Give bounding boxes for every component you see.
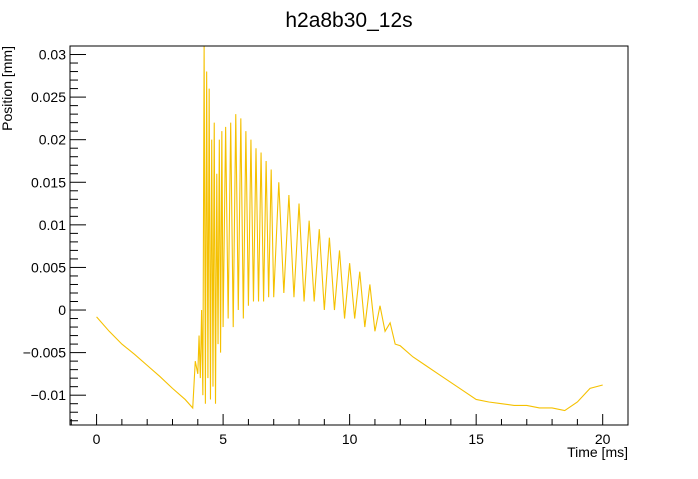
axes: 0 5 10 15 20 −0.01 −0.005 0 0.005 0.01 0.015 0.02 0.…	[0, 45, 629, 460]
chart-title: h2a8b30_12s	[285, 9, 412, 32]
x-tick-label: 10	[342, 431, 358, 447]
plot-area	[96, 46, 603, 412]
y-tick-label: −0.01	[31, 387, 67, 403]
y-tick-label: 0.015	[31, 174, 66, 190]
y-tick-label: 0.03	[39, 47, 66, 63]
y-tick-label: −0.005	[23, 345, 66, 361]
y-tick-label: 0.02	[39, 132, 66, 148]
x-axis-label: Time [ms]	[567, 444, 628, 460]
x-tick-label: 5	[219, 431, 227, 447]
y-axis-label: Position [mm]	[0, 46, 15, 131]
y-tick-label: 0.005	[31, 259, 66, 275]
plot-frame	[69, 45, 629, 426]
y-tick-label: 0	[58, 302, 66, 318]
x-tick-label: 0	[93, 431, 101, 447]
x-tick-label: 15	[468, 431, 484, 447]
y-tick-label: 0.025	[31, 89, 66, 105]
y-tick-label: 0.01	[39, 217, 66, 233]
series-line-0	[96, 46, 603, 412]
x-tick-label: 20	[595, 431, 611, 447]
